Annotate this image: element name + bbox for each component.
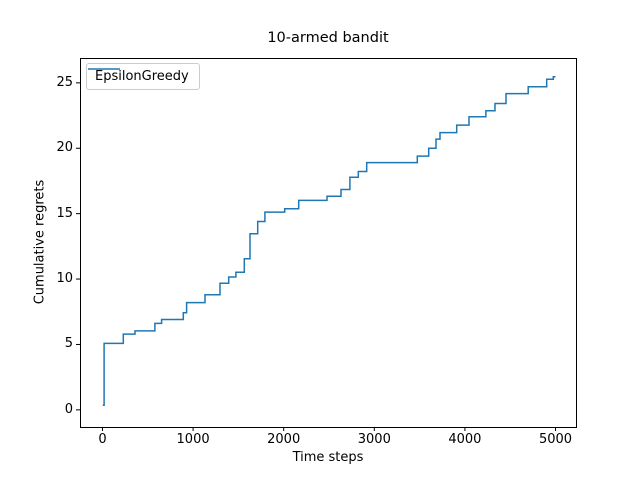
y-tick-label: 15	[56, 205, 73, 221]
x-tick-label: 3000	[357, 432, 391, 447]
x-tick-label: 5000	[538, 432, 573, 447]
y-tick-label: 20	[56, 140, 73, 156]
x-tick-label: 1000	[176, 432, 210, 447]
x-tick-label: 4000	[448, 432, 482, 447]
legend-line-sample-icon	[88, 68, 120, 70]
y-tick-label: 0	[64, 401, 73, 417]
x-tick-label: 0	[98, 432, 107, 447]
chart-title: 10-armed bandit	[267, 30, 389, 46]
x-axis-label: Time steps	[292, 450, 364, 465]
y-axis-label: Cumulative regrets	[32, 179, 48, 305]
x-tick-label: 2000	[267, 432, 301, 447]
legend-label: EpsilonGreedy	[95, 69, 189, 84]
axes-frame	[80, 58, 577, 428]
legend: EpsilonGreedy	[86, 63, 200, 90]
y-tick-label: 5	[64, 336, 73, 352]
y-tick-label: 25	[56, 74, 73, 90]
regret-curve	[102, 76, 556, 407]
y-tick-label: 10	[56, 271, 73, 287]
